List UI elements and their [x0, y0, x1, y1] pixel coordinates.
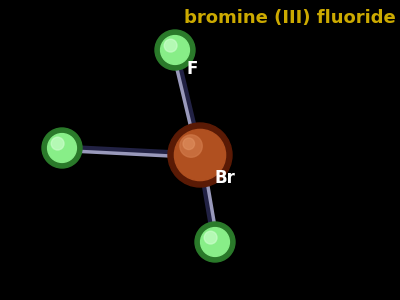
Circle shape	[48, 134, 76, 162]
Circle shape	[160, 36, 190, 64]
Circle shape	[183, 138, 194, 150]
Circle shape	[204, 231, 217, 244]
Circle shape	[42, 128, 82, 168]
Circle shape	[155, 30, 195, 70]
Circle shape	[200, 228, 230, 256]
Circle shape	[174, 129, 226, 181]
Circle shape	[164, 39, 177, 52]
Circle shape	[168, 123, 232, 187]
Circle shape	[51, 137, 64, 150]
Circle shape	[180, 135, 202, 157]
Circle shape	[195, 222, 235, 262]
Text: bromine (III) fluoride: bromine (III) fluoride	[184, 9, 396, 27]
Text: Br: Br	[214, 169, 235, 187]
Text: F: F	[187, 60, 198, 78]
